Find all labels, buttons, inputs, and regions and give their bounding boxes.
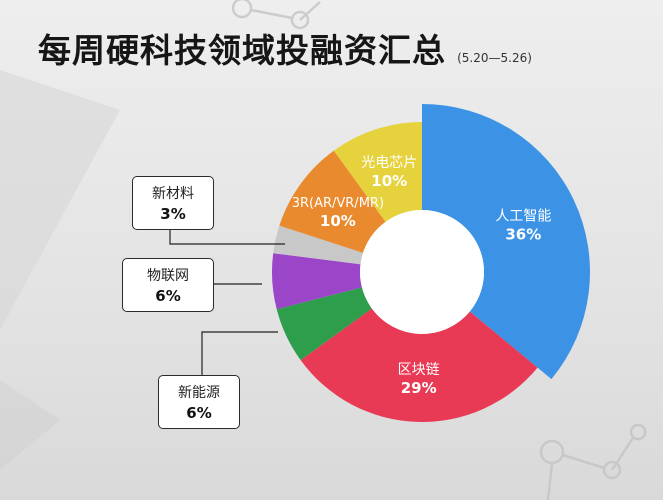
leader-line-new-material [169, 230, 285, 245]
molecule-icon-bottom [539, 423, 647, 500]
callout-label-new-energy: 新能源 [178, 385, 220, 401]
callout-iot: 物联网 6% [122, 258, 214, 312]
slice-3r [279, 150, 386, 253]
chart-subtitle: (5.20—5.26) [457, 51, 532, 65]
slice-value-optoelectronic-chip: 10% [371, 172, 407, 190]
slice-value-3r: 10% [320, 212, 356, 230]
slice-label-3r: 3R(AR/VR/MR) [292, 196, 384, 211]
donut-hole [360, 210, 484, 334]
slice-label-blockchain: 区块链 [398, 362, 440, 378]
callout-new-material: 新材料 3% [132, 176, 214, 230]
slice-blockchain [300, 308, 538, 422]
slice-new-material [273, 225, 364, 265]
chart-title: 每周硬科技领域投融资汇总 [38, 31, 446, 70]
molecule-icon-top [231, 0, 321, 30]
slice-value-ai: 36% [505, 225, 541, 243]
bg-triangle-shape [0, 70, 120, 330]
callout-value-new-material: 3% [160, 205, 186, 223]
callout-value-new-energy: 6% [186, 404, 212, 422]
slice-ai [422, 104, 590, 380]
bg-triangle-shape-lower [0, 380, 60, 470]
slice-label-optoelectronic-chip: 光电芯片 [361, 155, 417, 171]
callout-label-new-material: 新材料 [152, 186, 194, 202]
slice-label-ai: 人工智能 [495, 208, 551, 224]
callout-value-iot: 6% [155, 287, 181, 305]
callout-label-iot: 物联网 [147, 268, 189, 284]
slice-optoelectronic-chip [333, 122, 422, 222]
slice-value-blockchain: 29% [401, 379, 437, 397]
leader-line-new-energy [201, 331, 278, 375]
callout-new-energy: 新能源 6% [158, 375, 240, 429]
slice-new-energy [276, 287, 372, 361]
slice-iot [272, 253, 362, 310]
title-block: 每周硬科技领域投融资汇总 (5.20—5.26) [38, 24, 532, 72]
